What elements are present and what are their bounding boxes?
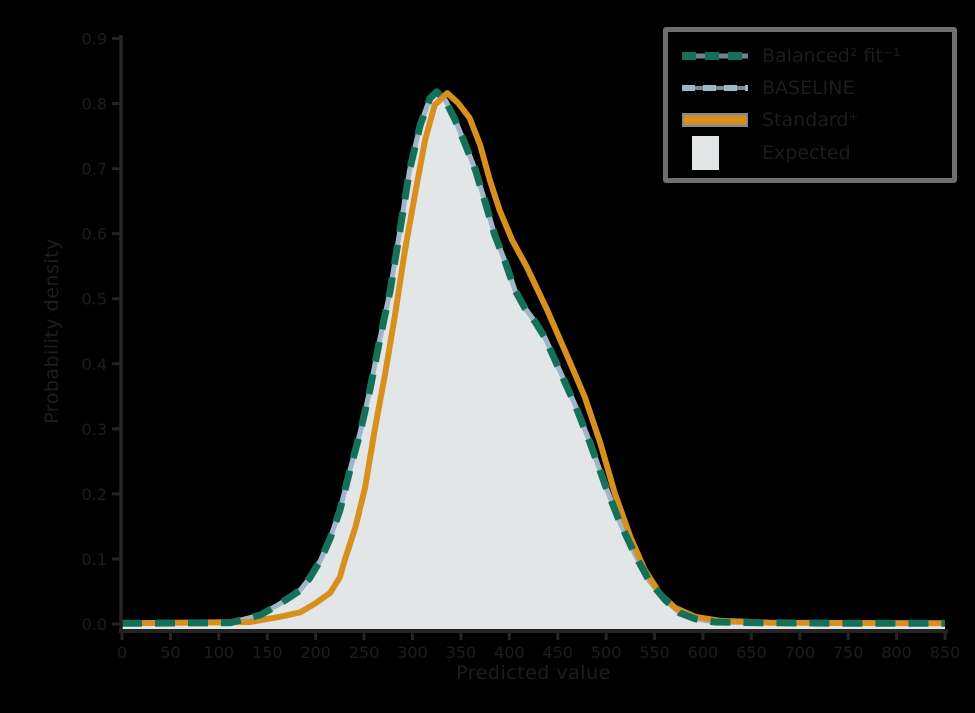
legend-label: Standard⁺ [762,109,859,131]
x-axis-label: Predicted value [456,662,611,684]
x-tick-label: 200 [300,643,331,662]
x-tick-label: 850 [930,643,961,662]
gray-patch-icon [682,136,748,170]
x-tick-label: 400 [494,643,525,662]
legend-label: Balanced² fit⁻¹ [762,45,901,67]
y-axis-label: Probability density [41,238,63,424]
x-tick-label: 300 [397,643,428,662]
x-tick-label: 100 [204,643,235,662]
y-tick-label: 0.5 [82,290,107,309]
x-tick-label: 350 [446,643,477,662]
y-tick-label: 0.2 [82,485,107,504]
y-tick-label: 0.1 [82,550,107,569]
y-tick-label: 0.0 [82,615,107,634]
dashed-teal-line-icon [682,50,748,62]
x-tick-label: 450 [542,643,573,662]
y-tick-label: 0.6 [82,225,107,244]
y-tick-label: 0.8 [82,95,107,114]
x-tick-label: 0 [117,643,127,662]
area-fill-expected [122,91,945,632]
legend-item-blue-line: BASELINE [682,72,942,104]
orange-line-icon [682,112,748,128]
x-tick-label: 750 [833,643,864,662]
x-tick-label: 700 [784,643,815,662]
x-tick-label: 600 [688,643,719,662]
y-tick-label: 0.3 [82,420,107,439]
x-tick-label: 500 [591,643,622,662]
legend-item-dashed-teal: Balanced² fit⁻¹ [682,40,942,72]
legend-item-expected-patch: Expected [682,136,942,170]
legend-item-orange-line: Standard⁺ [682,104,942,136]
x-tick-label: 150 [252,643,283,662]
y-tick-label: 0.7 [82,160,107,179]
x-tick-label: 550 [639,643,670,662]
blue-line-icon [682,82,748,94]
legend-box: Balanced² fit⁻¹ BASELINE Standard⁺ [663,27,957,183]
legend-label: Expected [762,142,851,164]
x-tick-label: 650 [736,643,767,662]
curve-dashed-teal [121,88,945,627]
y-tick-label: 0.4 [82,355,107,374]
x-tick-label: 800 [881,643,912,662]
legend-label: BASELINE [762,77,855,99]
y-tick-label: 0.9 [82,30,107,49]
x-tick-label: 250 [349,643,380,662]
x-tick-label: 50 [160,643,180,662]
